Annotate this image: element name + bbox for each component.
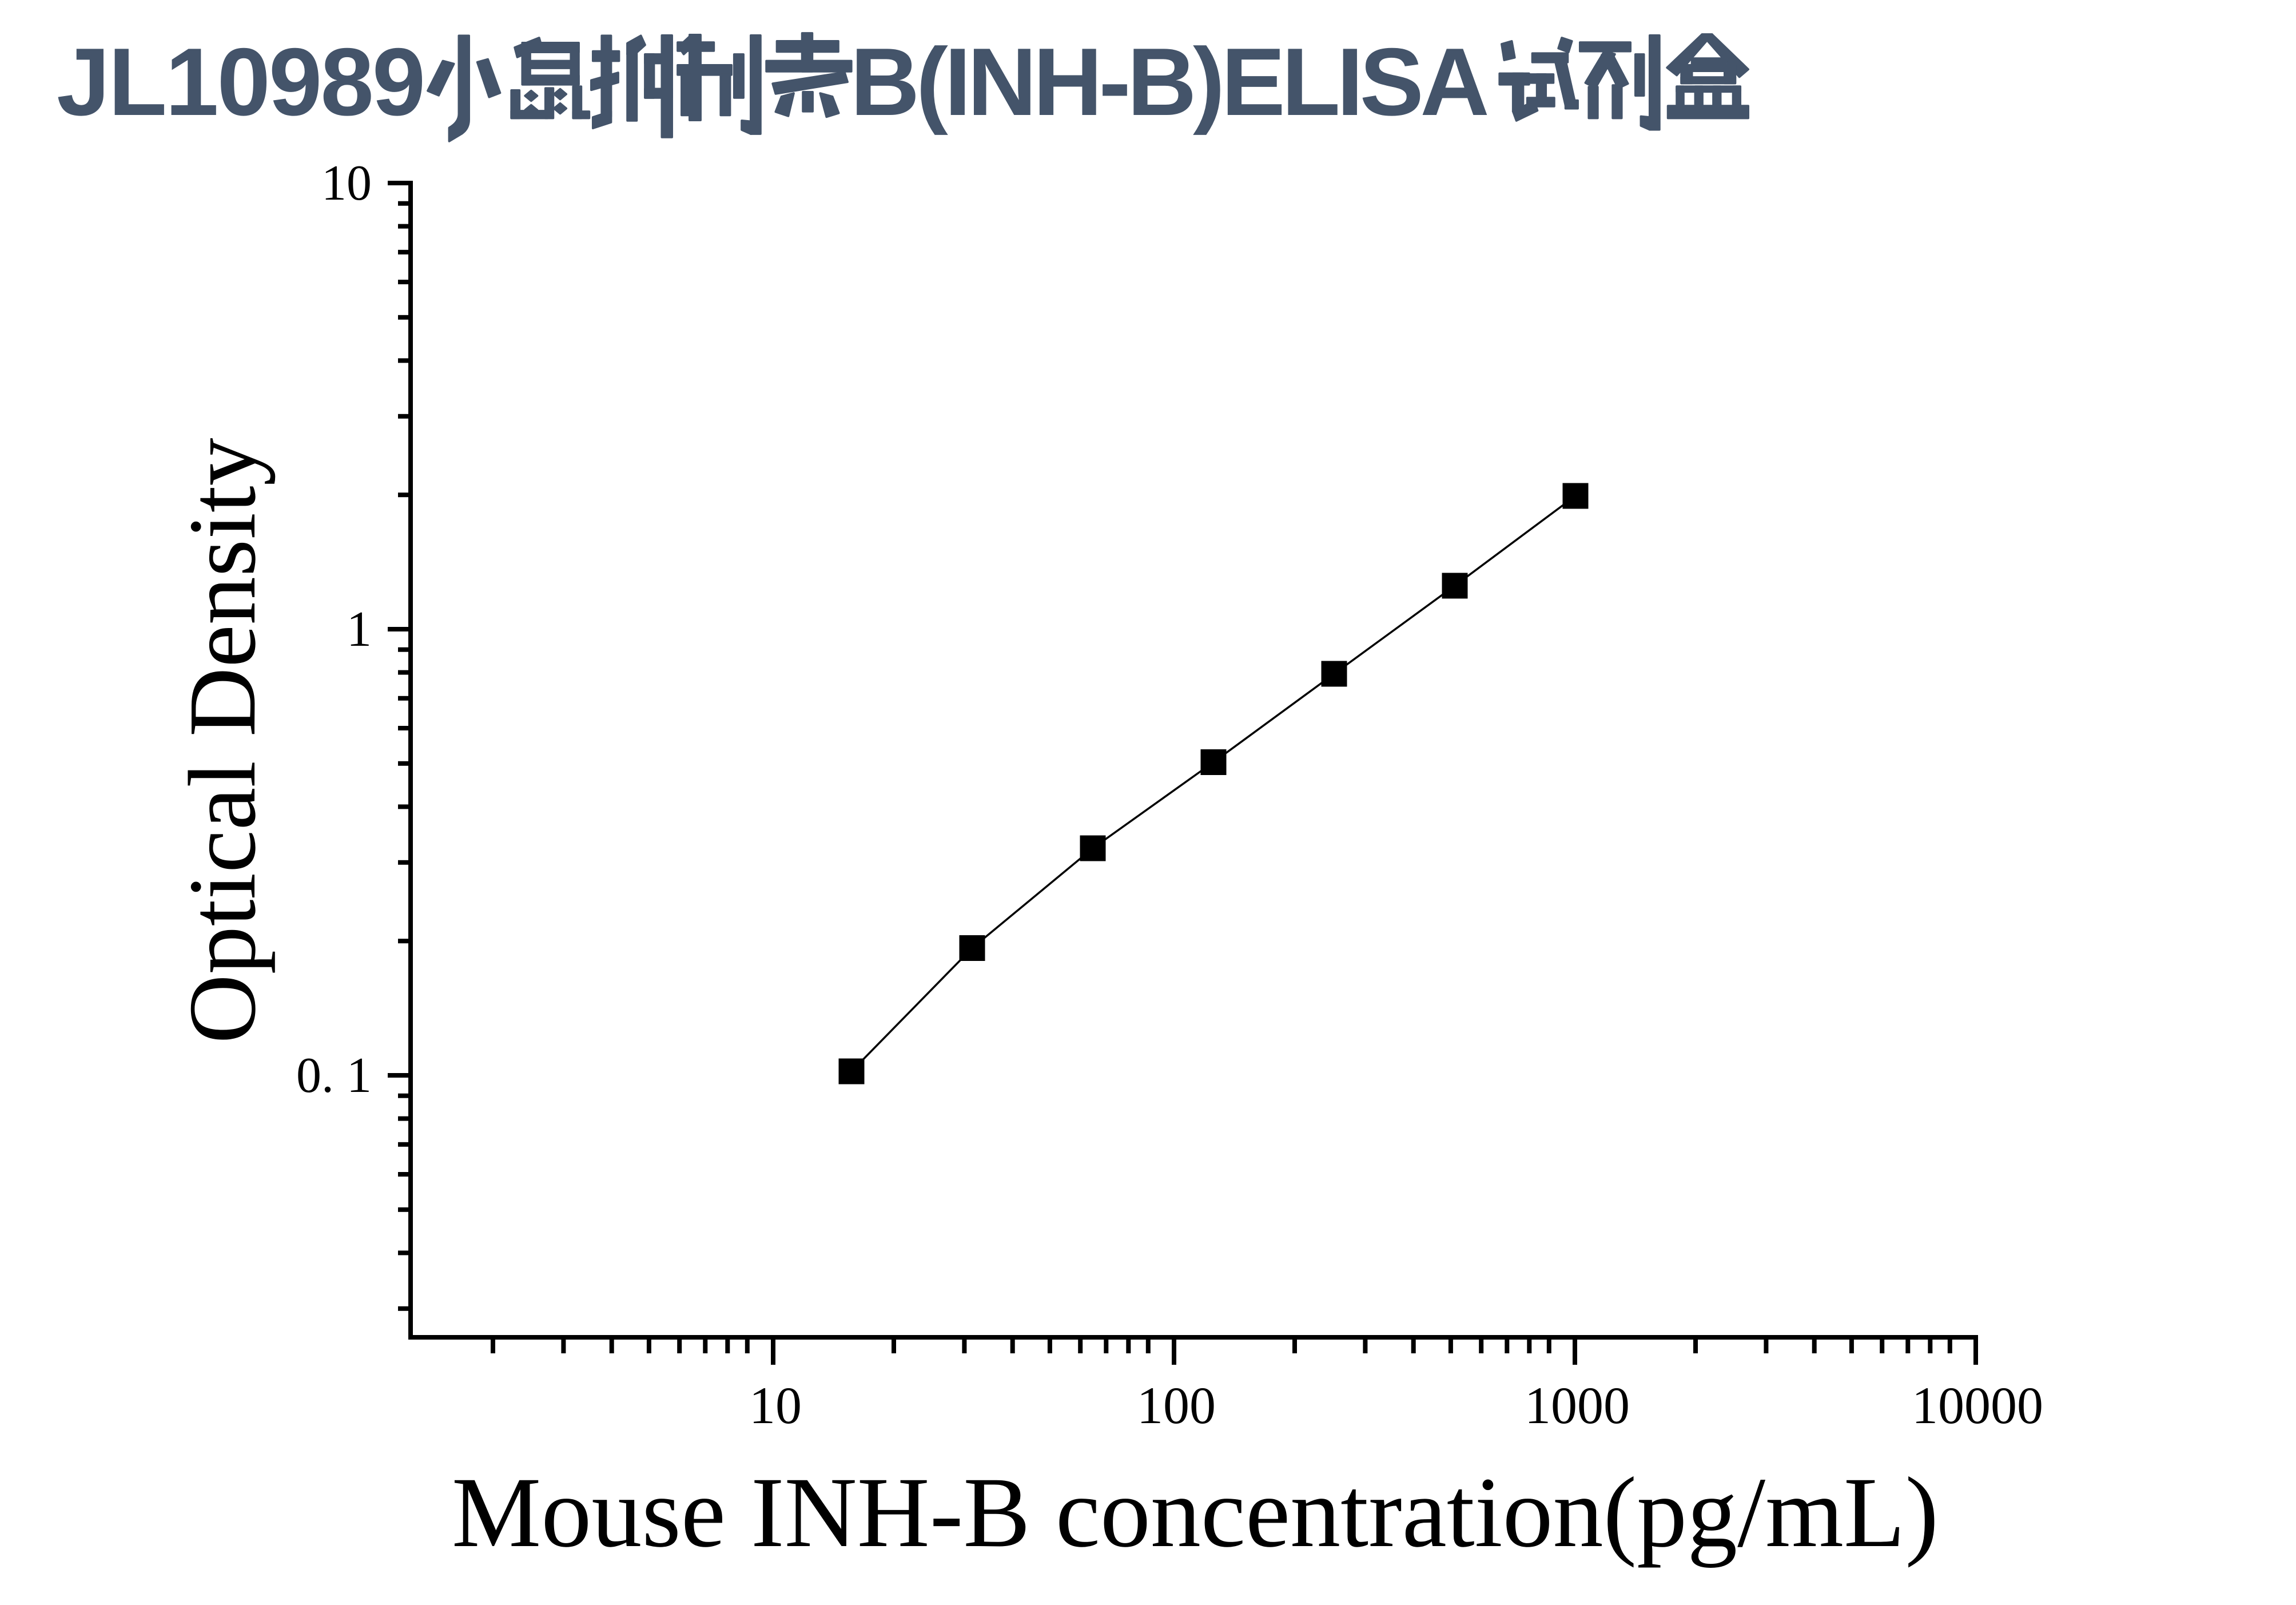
svg-text:1000: 1000 (1525, 1376, 1630, 1435)
svg-text:10: 10 (749, 1376, 802, 1435)
svg-text:1: 1 (347, 602, 372, 657)
svg-text:Optical Density: Optical Density (169, 438, 276, 1043)
svg-text:10: 10 (321, 156, 372, 211)
svg-text:Mouse INH-B concentration(pg/m: Mouse INH-B concentration(pg/mL) (452, 1457, 1939, 1568)
svg-text:10000: 10000 (1912, 1376, 2043, 1435)
svg-text:0. 1: 0. 1 (296, 1048, 372, 1103)
svg-text:B(INH-B)ELISA: B(INH-B)ELISA (850, 28, 1487, 136)
svg-text:JL10989: JL10989 (57, 28, 424, 136)
svg-text:100: 100 (1137, 1376, 1216, 1435)
